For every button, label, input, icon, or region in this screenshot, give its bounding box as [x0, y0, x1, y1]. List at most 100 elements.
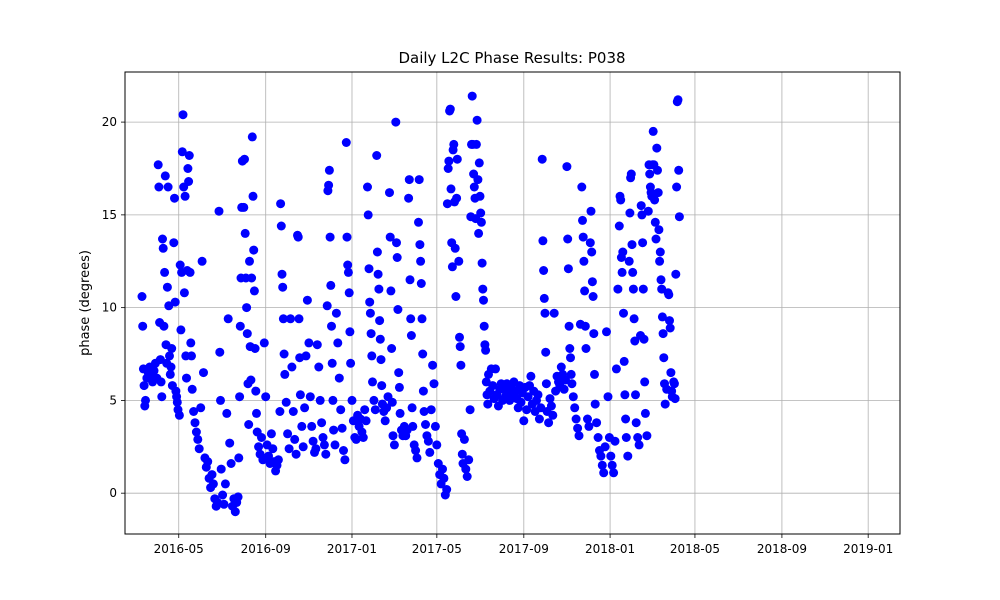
data-point	[190, 418, 200, 428]
data-point	[266, 429, 276, 439]
data-point	[442, 199, 452, 209]
data-point	[317, 418, 327, 428]
data-point	[308, 436, 318, 446]
data-point	[220, 479, 230, 489]
y-tick-label: 10	[102, 301, 117, 315]
data-point	[215, 347, 225, 357]
data-point	[674, 212, 684, 222]
data-point	[382, 403, 392, 413]
data-point	[216, 464, 226, 474]
data-point	[249, 286, 259, 296]
data-point	[297, 421, 307, 431]
data-point	[251, 386, 261, 396]
data-point	[593, 433, 603, 442]
data-point	[432, 440, 442, 450]
data-point	[219, 499, 229, 509]
data-point	[673, 95, 683, 105]
data-point	[672, 182, 682, 192]
data-point	[178, 110, 188, 120]
data-point	[342, 232, 352, 242]
data-point	[614, 221, 624, 231]
data-point	[412, 453, 422, 463]
data-point	[578, 232, 588, 242]
data-point	[549, 308, 559, 318]
data-point	[540, 308, 550, 318]
data-point	[455, 332, 464, 342]
data-point	[322, 301, 332, 311]
data-point	[566, 353, 575, 363]
data-point	[452, 193, 462, 203]
data-point	[633, 433, 643, 442]
data-point	[199, 368, 208, 378]
data-point	[444, 156, 454, 166]
data-point	[203, 457, 213, 467]
data-point	[273, 455, 283, 465]
data-point	[537, 154, 547, 164]
data-point	[415, 240, 425, 250]
data-point	[176, 325, 186, 335]
data-point	[286, 314, 295, 324]
data-point	[626, 169, 636, 179]
data-point	[191, 427, 201, 437]
data-point	[590, 369, 599, 379]
data-point	[408, 421, 418, 431]
data-point	[312, 340, 322, 350]
data-point	[385, 232, 395, 242]
data-point	[375, 316, 385, 326]
data-point	[623, 451, 633, 461]
data-point	[670, 394, 680, 404]
data-point	[650, 195, 660, 205]
data-point	[185, 267, 195, 277]
data-point	[426, 405, 436, 415]
data-point	[640, 377, 650, 387]
data-point	[564, 321, 574, 331]
data-point	[465, 405, 475, 415]
data-point	[214, 206, 224, 216]
data-point	[222, 408, 232, 418]
data-point	[519, 416, 529, 426]
data-point	[385, 188, 394, 198]
data-point	[443, 164, 453, 173]
data-point	[590, 399, 600, 409]
data-point	[264, 451, 273, 461]
data-point	[539, 293, 549, 303]
data-point	[158, 234, 167, 244]
data-point	[534, 414, 544, 424]
data-point	[187, 351, 196, 361]
data-point	[235, 392, 245, 402]
data-point	[290, 434, 300, 444]
data-point	[333, 338, 343, 348]
data-point	[559, 384, 569, 394]
data-point	[327, 358, 337, 368]
data-point	[284, 444, 294, 454]
data-point	[592, 418, 602, 428]
data-point	[315, 395, 325, 405]
data-point	[613, 284, 623, 294]
data-point	[523, 392, 533, 402]
data-point	[461, 464, 471, 474]
data-point	[367, 351, 377, 361]
data-point	[416, 279, 426, 288]
data-point	[474, 228, 484, 238]
data-point	[368, 377, 377, 387]
data-point	[276, 199, 286, 209]
data-point	[655, 247, 665, 257]
data-point	[459, 434, 469, 444]
data-point	[571, 414, 581, 424]
data-point	[376, 355, 386, 365]
data-point	[225, 438, 235, 448]
data-point	[630, 336, 640, 346]
data-point	[621, 433, 631, 442]
data-point	[625, 208, 635, 218]
data-point	[610, 436, 620, 446]
x-tick-label: 2018-09	[757, 542, 807, 556]
data-point	[395, 408, 405, 418]
data-point	[252, 408, 261, 418]
data-point	[391, 117, 401, 127]
data-point	[566, 369, 576, 379]
data-point	[674, 165, 684, 175]
x-tick-label: 2017-05	[412, 542, 462, 556]
data-point	[404, 175, 414, 185]
data-point	[451, 292, 461, 301]
data-point	[324, 165, 334, 175]
